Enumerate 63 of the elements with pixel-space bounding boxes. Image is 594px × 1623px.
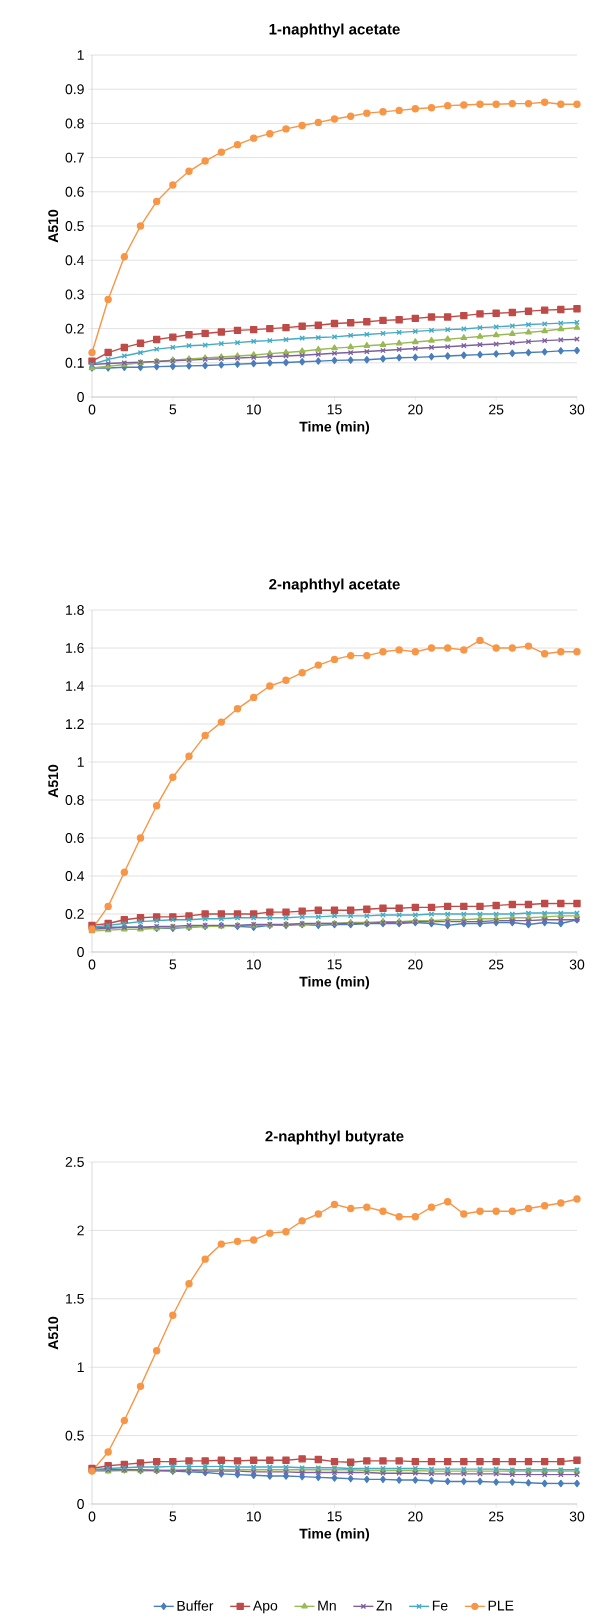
y-tick-label: 0 bbox=[77, 1499, 84, 1509]
x-tick-label: 20 bbox=[408, 959, 423, 970]
y-tick-label: 2.5 bbox=[65, 1157, 84, 1167]
x-tick-label: 25 bbox=[489, 959, 504, 970]
chart-title: 1-naphthyl acetate bbox=[269, 23, 400, 38]
y-tick-label: 1.5 bbox=[66, 1293, 84, 1304]
x-tick-label: 30 bbox=[569, 1511, 585, 1522]
x-tick-label: 25 bbox=[489, 404, 504, 415]
x-tick-label: 25 bbox=[489, 1511, 504, 1522]
x-tick-label: 30 bbox=[569, 959, 585, 970]
x-tick-label: 10 bbox=[246, 959, 261, 970]
x-tick-label: 5 bbox=[169, 1511, 177, 1522]
x-tick-label: 0 bbox=[88, 404, 96, 415]
x-tick-label: 20 bbox=[408, 404, 423, 415]
x-tick-label: 15 bbox=[327, 404, 342, 415]
y-tick-label: 0.8 bbox=[65, 118, 84, 129]
x-tick-label: 0 bbox=[88, 1511, 96, 1522]
y-tick-label: 1.4 bbox=[66, 681, 85, 691]
y-axis-title: A510 bbox=[48, 1316, 59, 1350]
x-tick-label: 10 bbox=[246, 404, 261, 415]
chart-title: 2-naphthyl butyrate bbox=[265, 1130, 404, 1145]
y-tick-label: 0.7 bbox=[65, 152, 84, 163]
y-tick-label: 1 bbox=[77, 1362, 84, 1373]
x-tick-label: 15 bbox=[327, 1511, 342, 1522]
legend-label: Buffer bbox=[177, 1600, 214, 1611]
y-tick-label: 0.6 bbox=[65, 186, 84, 197]
y-tick-label: 2 bbox=[77, 1225, 84, 1236]
x-axis-title: Time (min) bbox=[299, 976, 370, 990]
y-tick-label: 1.2 bbox=[66, 719, 84, 729]
y-tick-label: 0.4 bbox=[65, 871, 85, 881]
y-tick-label: 1 bbox=[77, 757, 84, 767]
x-tick-label: 5 bbox=[169, 404, 177, 415]
y-tick-label: 1.6 bbox=[66, 643, 84, 653]
x-tick-label: 10 bbox=[246, 1511, 261, 1522]
y-tick-label: 1 bbox=[77, 50, 84, 60]
x-tick-label: 30 bbox=[569, 404, 585, 415]
x-tick-label: 0 bbox=[88, 959, 96, 970]
y-tick-label: 0 bbox=[77, 947, 84, 957]
y-tick-label: 0.5 bbox=[65, 221, 84, 231]
y-tick-label: 0.2 bbox=[65, 323, 84, 334]
legend-label: Apo bbox=[252, 1600, 278, 1614]
x-tick-label: 5 bbox=[169, 959, 177, 970]
y-axis-title: A510 bbox=[48, 764, 59, 798]
y-tick-label: 1.8 bbox=[66, 605, 84, 615]
y-tick-label: 0.9 bbox=[65, 84, 84, 95]
legend-label: Mn bbox=[318, 1600, 336, 1611]
y-tick-label: 0.1 bbox=[65, 357, 84, 368]
y-tick-label: 0.5 bbox=[65, 1430, 84, 1441]
chart-title: 2-naphthyl acetate bbox=[269, 578, 400, 593]
x-tick-label: 15 bbox=[327, 959, 342, 970]
y-tick-label: 0.6 bbox=[65, 833, 84, 843]
legend-label: Zn bbox=[376, 1600, 392, 1611]
y-tick-label: 0.3 bbox=[65, 289, 84, 300]
x-axis-title: Time (min) bbox=[299, 1528, 370, 1542]
legend-label: PLE bbox=[488, 1600, 514, 1611]
x-tick-label: 20 bbox=[408, 1511, 423, 1522]
y-tick-label: 0 bbox=[77, 392, 84, 402]
legend-label: Fe bbox=[432, 1600, 448, 1611]
y-tick-label: 0.2 bbox=[65, 909, 84, 919]
y-axis-title: A510 bbox=[48, 209, 59, 243]
y-tick-label: 0.4 bbox=[65, 255, 85, 266]
x-axis-title: Time (min) bbox=[299, 421, 370, 435]
y-tick-label: 0.8 bbox=[65, 795, 84, 805]
